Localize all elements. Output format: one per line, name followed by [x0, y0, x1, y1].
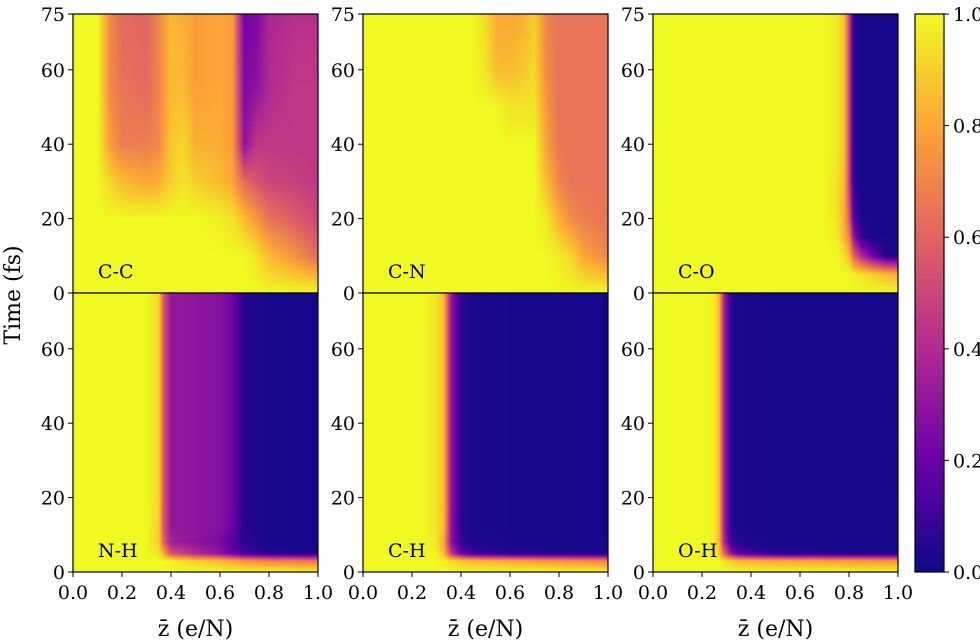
panel-label: O-H: [678, 540, 717, 562]
y-tick-label: 20: [331, 488, 355, 510]
x-tick-label: 0.4: [736, 582, 766, 604]
colorbar-tick-label: 0.0: [953, 562, 980, 584]
colorbar-tick-label: 1.0: [953, 4, 980, 26]
y-axis-label: Time (fs): [1, 245, 26, 344]
y-tick-label: 0: [343, 283, 355, 305]
x-tick-label: 0.2: [397, 582, 427, 604]
panels-layer: C-C 0 20 40 60 75 C-N 0 20 40 60 75 C-O 0 20 40 60 75 N-H 0…: [41, 4, 913, 642]
colorbar-tick-label: 0.4: [953, 339, 980, 361]
y-tick-label: 75: [331, 4, 355, 26]
colorbar-tick-label: 0.2: [953, 450, 980, 472]
x-tick-label: 0.0: [348, 582, 378, 604]
heatmap-image-c-o: [653, 14, 898, 293]
colorbar-gradient: [914, 13, 945, 573]
x-tick-label: 0.4: [156, 582, 186, 604]
x-axis-label: z̄ (e/N): [448, 617, 523, 642]
x-tick-label: 0.0: [58, 582, 88, 604]
panel-c-o: C-O 0 20 40 60 75: [621, 4, 899, 305]
y-tick-label: 60: [621, 60, 645, 82]
panel-label: N-H: [98, 540, 138, 562]
heatmap-image-n-h: [73, 293, 318, 572]
x-tick-label: 0.6: [495, 582, 525, 604]
y-tick-label: 20: [41, 488, 65, 510]
x-axis-label: z̄ (e/N): [158, 617, 233, 642]
colorbar-tick-label: 0.6: [953, 227, 980, 249]
y-tick-label: 40: [621, 134, 645, 156]
panel-label: C-O: [678, 261, 715, 283]
panel-label: C-H: [388, 540, 426, 562]
y-tick-label: 20: [621, 209, 645, 231]
y-tick-label: 20: [331, 209, 355, 231]
y-tick-label: 75: [41, 4, 65, 26]
colorbar: 0.0 0.2 0.4 0.6 0.8 1.0: [914, 4, 980, 584]
x-tick-label: 0.8: [834, 582, 864, 604]
y-tick-label: 0: [343, 562, 355, 584]
x-tick-label: 0.8: [254, 582, 284, 604]
panel-o-h: O-H 0 20 40 60 0.0 0.2 0.4 0.6 0.8 1.0 z̄ (e/N): [621, 292, 913, 642]
heatmap-image-c-h: [363, 293, 608, 572]
x-tick-label: 1.0: [883, 582, 913, 604]
x-tick-label: 0.2: [687, 582, 717, 604]
y-tick-label: 20: [41, 209, 65, 231]
y-tick-label: 0: [53, 283, 65, 305]
panel-c-n: C-N 0 20 40 60 75: [331, 4, 609, 305]
y-tick-label: 60: [41, 60, 65, 82]
heatmap-image-c-c: [73, 14, 318, 293]
panel-c-h: C-H 0 20 40 60 0.0 0.2 0.4 0.6 0.8 1.0 z̄ (e/N): [331, 292, 623, 642]
y-tick-label: 40: [41, 134, 65, 156]
x-tick-label: 0.4: [446, 582, 476, 604]
y-tick-label: 75: [621, 4, 645, 26]
y-tick-label: 60: [41, 339, 65, 361]
panel-label: C-C: [98, 261, 134, 283]
colorbar-tick-label: 0.8: [953, 116, 980, 138]
x-tick-label: 0.8: [544, 582, 574, 604]
panel-frame: [652, 292, 899, 573]
x-tick-label: 1.0: [303, 582, 333, 604]
heatmap-image-c-n: [363, 14, 608, 293]
y-tick-label: 0: [633, 283, 645, 305]
y-tick-label: 0: [53, 562, 65, 584]
y-tick-label: 40: [331, 134, 355, 156]
x-tick-label: 0.6: [785, 582, 815, 604]
y-tick-label: 0: [633, 562, 645, 584]
y-tick-label: 20: [621, 488, 645, 510]
panel-label: C-N: [388, 261, 426, 283]
y-tick-label: 60: [621, 339, 645, 361]
x-tick-label: 0.0: [638, 582, 668, 604]
panel-frame: [72, 292, 319, 573]
heatmap-image-o-h: [653, 293, 898, 572]
y-tick-label: 40: [621, 413, 645, 435]
x-tick-label: 0.6: [205, 582, 235, 604]
x-tick-label: 1.0: [593, 582, 623, 604]
y-tick-label: 40: [41, 413, 65, 435]
y-tick-label: 60: [331, 339, 355, 361]
panel-n-h: N-H 0 20 40 60 0.0 0.2 0.4 0.6 0.8 1.0 z̄ (e/N): [41, 292, 333, 642]
x-axis-label: z̄ (e/N): [738, 617, 813, 642]
panel-c-c: C-C 0 20 40 60 75: [41, 4, 319, 305]
x-tick-label: 0.2: [107, 582, 137, 604]
y-tick-label: 40: [331, 413, 355, 435]
y-tick-label: 60: [331, 60, 355, 82]
panel-frame: [362, 292, 609, 573]
